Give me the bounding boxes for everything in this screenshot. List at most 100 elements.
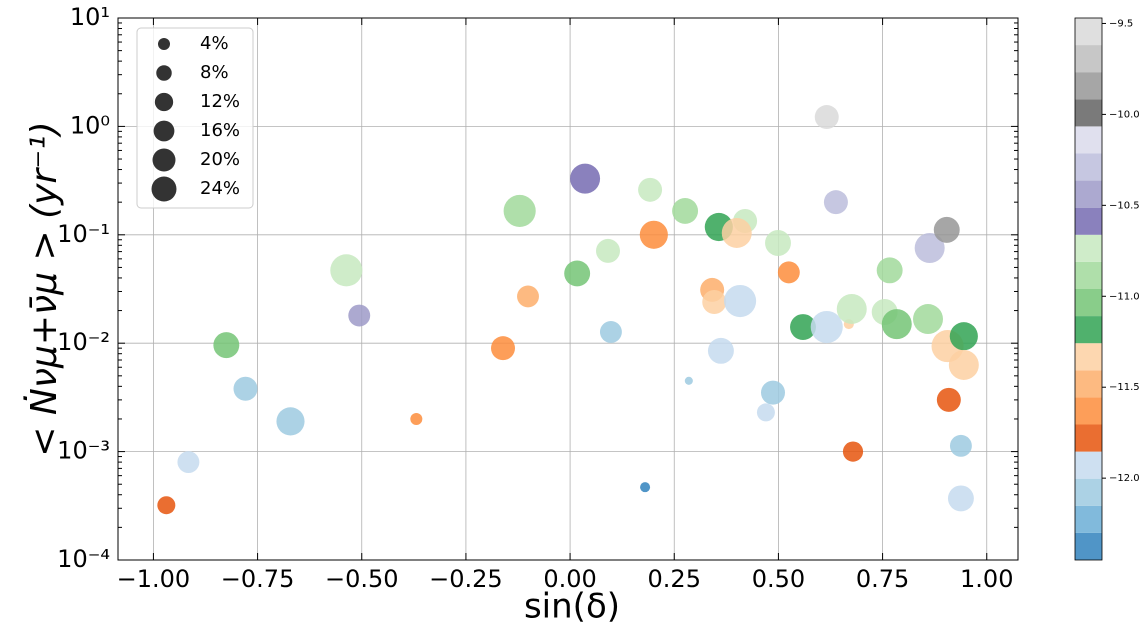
colorbar-bin (1075, 18, 1102, 46)
legend-label: 16% (200, 120, 240, 141)
colorbar-tick-label: −10.0 (1109, 109, 1140, 120)
bubble (491, 336, 515, 361)
colorbar-bin (1075, 532, 1102, 560)
colorbar-frame (1074, 17, 1103, 561)
colorbar-bin (1075, 45, 1102, 73)
y-tick-label: 10⁻² (57, 328, 110, 356)
bubble (756, 403, 775, 422)
bubble (947, 485, 974, 512)
x-tick-label: 0.75 (856, 565, 909, 593)
bubble (881, 309, 912, 340)
y-tick-label: 10⁰ (70, 111, 110, 139)
bubble (777, 261, 800, 284)
bubble (836, 293, 867, 324)
y-tick-label: 10⁻⁴ (57, 545, 110, 573)
legend-label: 4% (200, 33, 229, 54)
bubble (761, 380, 785, 405)
bubble (707, 337, 734, 364)
plot-frame (117, 17, 1019, 561)
colorbar-bin (1075, 478, 1102, 506)
bubble (949, 434, 972, 457)
colorbar-tick-label: −9.5 (1109, 18, 1133, 29)
colorbar-bin (1075, 180, 1102, 208)
legend-marker (153, 120, 175, 142)
legend-marker (154, 92, 174, 112)
legend-label: 12% (200, 91, 240, 112)
x-tick-label: 0.25 (648, 565, 701, 593)
colorbar-tick-label: −11.0 (1109, 291, 1140, 302)
legend-label: 20% (200, 149, 240, 170)
legend-label: 8% (200, 62, 229, 83)
x-tick-label: −0.75 (221, 565, 295, 593)
bubble (876, 257, 903, 284)
colorbar-bin (1075, 261, 1102, 289)
colorbar-bin (1075, 99, 1102, 127)
colorbar-tick-label: −10.5 (1109, 200, 1140, 211)
bubble (410, 412, 423, 425)
bubble (814, 105, 839, 130)
bubble (233, 376, 258, 401)
bubble (564, 260, 591, 287)
bubble (330, 254, 363, 287)
bubble (684, 376, 693, 385)
bubble (348, 304, 371, 327)
y-axis-label: < Ṅνμ+ν̄μ > (yr⁻¹) (23, 121, 65, 456)
legend-marker (151, 176, 177, 202)
x-tick-label: 0.50 (752, 565, 805, 593)
bubble (517, 285, 539, 308)
colorbar-bin (1075, 397, 1102, 425)
colorbar-tick-label: −12.0 (1109, 473, 1140, 484)
x-tick-label: −0.25 (429, 565, 503, 593)
bubble (842, 441, 864, 462)
colorbar-bin (1075, 343, 1102, 371)
legend-marker (152, 148, 176, 172)
colorbar-bin (1075, 234, 1102, 262)
bubble (790, 314, 816, 340)
bubble (503, 194, 536, 228)
y-tick-label: 10¹ (70, 3, 110, 31)
bubble (638, 177, 663, 202)
colorbar-bin (1075, 289, 1102, 317)
bubble (177, 451, 200, 474)
x-axis-label: sin(δ) (524, 587, 620, 627)
x-tick-label: 1.00 (960, 565, 1013, 593)
legend-marker (156, 65, 172, 81)
colorbar-bin (1075, 72, 1102, 100)
bubble (949, 322, 978, 351)
bubble (276, 407, 305, 436)
colorbar-bin (1075, 424, 1102, 452)
y-tick-label: 10⁻³ (57, 437, 110, 465)
colorbar-bin (1075, 316, 1102, 344)
bubble (157, 496, 176, 515)
colorbar-tick-label: −11.5 (1109, 382, 1140, 393)
bubble (724, 284, 757, 318)
bubble (672, 197, 699, 224)
bubble (596, 238, 620, 263)
legend-marker (158, 38, 170, 50)
x-tick-label: 0.00 (543, 565, 596, 593)
bubble (702, 289, 727, 314)
colorbar-bin (1075, 126, 1102, 154)
colorbar-bin (1075, 505, 1102, 533)
bubble (933, 216, 960, 243)
bubble (948, 349, 979, 380)
y-tick-label: 10⁻¹ (57, 220, 110, 248)
bubble (213, 332, 240, 359)
bubble (640, 482, 651, 493)
colorbar-bin (1075, 207, 1102, 235)
bubble (823, 190, 848, 215)
x-tick-label: −1.00 (117, 565, 191, 593)
bubble (599, 320, 622, 343)
x-tick-label: −0.50 (325, 565, 399, 593)
colorbar-bin (1075, 370, 1102, 398)
bubble (913, 304, 943, 335)
bubble (765, 230, 791, 256)
bubble (639, 220, 668, 249)
colorbar-bin (1075, 153, 1102, 181)
colorbar-bin (1075, 451, 1102, 479)
legend-label: 24% (200, 178, 240, 199)
bubble (936, 387, 961, 412)
bubble (570, 163, 601, 194)
bubble (914, 233, 945, 264)
